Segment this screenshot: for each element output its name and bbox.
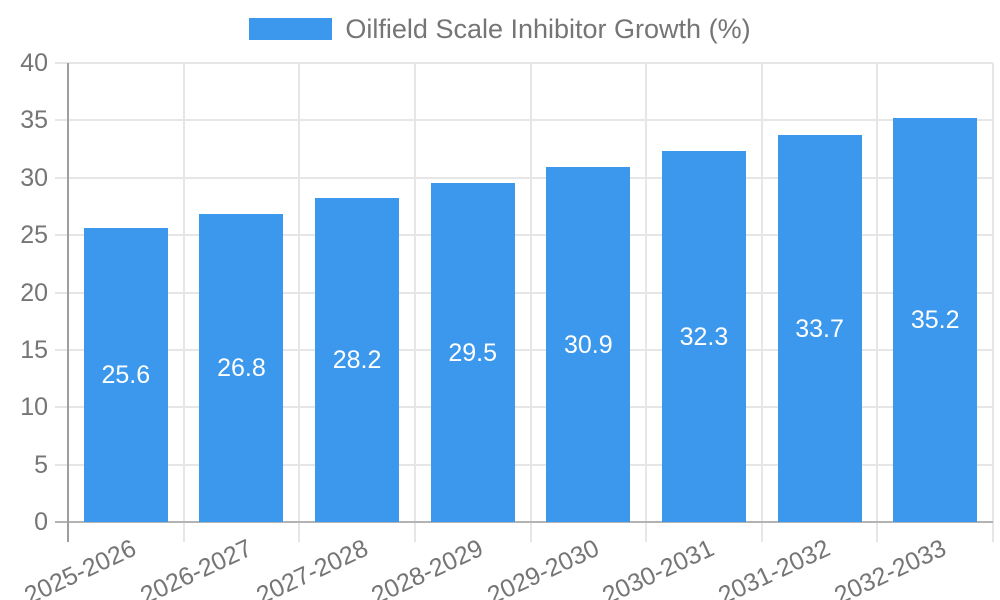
bar-value-label: 29.5 xyxy=(448,338,498,367)
y-axis-tick-label: 25 xyxy=(20,221,48,250)
gridline-vertical xyxy=(992,63,994,542)
y-axis-tick-label: 40 xyxy=(20,49,48,77)
y-axis-tick-label: 0 xyxy=(34,508,48,536)
bar[interactable] xyxy=(777,135,862,522)
bar-value-label: 30.9 xyxy=(563,330,613,359)
y-axis-tick-label: 10 xyxy=(20,393,48,422)
gridline-vertical xyxy=(645,63,648,542)
gridline-vertical xyxy=(760,63,763,542)
y-axis-tick-label: 20 xyxy=(20,278,48,307)
legend[interactable]: Oilfield Scale Inhibitor Growth (%) xyxy=(0,14,1000,44)
x-axis-baseline xyxy=(55,521,993,523)
x-axis-label: 2031-2032 xyxy=(714,534,835,600)
gridline-vertical xyxy=(529,63,532,542)
gridline-horizontal xyxy=(55,406,993,409)
gridline-horizontal xyxy=(55,463,993,466)
gridline-horizontal xyxy=(55,234,993,237)
y-axis-tick-label: 5 xyxy=(34,450,48,479)
y-axis-line xyxy=(67,63,69,542)
x-axis-label: 2027-2028 xyxy=(251,534,372,600)
bar[interactable] xyxy=(199,214,284,522)
bar-value-label: 35.2 xyxy=(910,306,960,335)
bar-value-label: 28.2 xyxy=(332,346,382,375)
legend-label: Oilfield Scale Inhibitor Growth (%) xyxy=(345,14,751,44)
gridline-vertical xyxy=(413,63,416,542)
gridline-horizontal xyxy=(55,176,993,179)
legend-swatch xyxy=(249,18,333,40)
x-axis-label: 2029-2030 xyxy=(482,534,604,600)
gridline-vertical xyxy=(182,63,185,542)
gridline-horizontal xyxy=(55,291,993,294)
y-axis-tick-label: 35 xyxy=(20,106,48,135)
bar[interactable] xyxy=(83,228,168,522)
x-axis-label: 2030-2031 xyxy=(598,534,719,600)
bar[interactable] xyxy=(546,167,631,522)
gridline-horizontal xyxy=(55,348,993,351)
bar-value-label: 32.3 xyxy=(679,322,729,351)
y-axis-tick-label: 30 xyxy=(20,163,48,192)
gridline-horizontal xyxy=(55,62,993,64)
gridline-vertical xyxy=(298,63,301,542)
bar[interactable] xyxy=(315,198,400,522)
bar-value-label: 33.7 xyxy=(795,314,844,343)
x-axis-label: 2026-2027 xyxy=(136,534,257,600)
gridline-vertical xyxy=(876,63,879,542)
y-axis-tick-label: 15 xyxy=(20,335,48,364)
gridline-horizontal xyxy=(55,119,993,122)
x-axis-label: 2028-2029 xyxy=(367,534,488,600)
x-axis-label: 2032-2033 xyxy=(829,534,951,600)
bar-value-label: 26.8 xyxy=(217,354,266,383)
x-axis-label: 2025-2026 xyxy=(20,534,141,600)
bar[interactable] xyxy=(430,183,515,522)
bar[interactable] xyxy=(661,151,746,522)
bar[interactable] xyxy=(893,118,978,522)
bar-value-label: 25.6 xyxy=(101,361,151,390)
